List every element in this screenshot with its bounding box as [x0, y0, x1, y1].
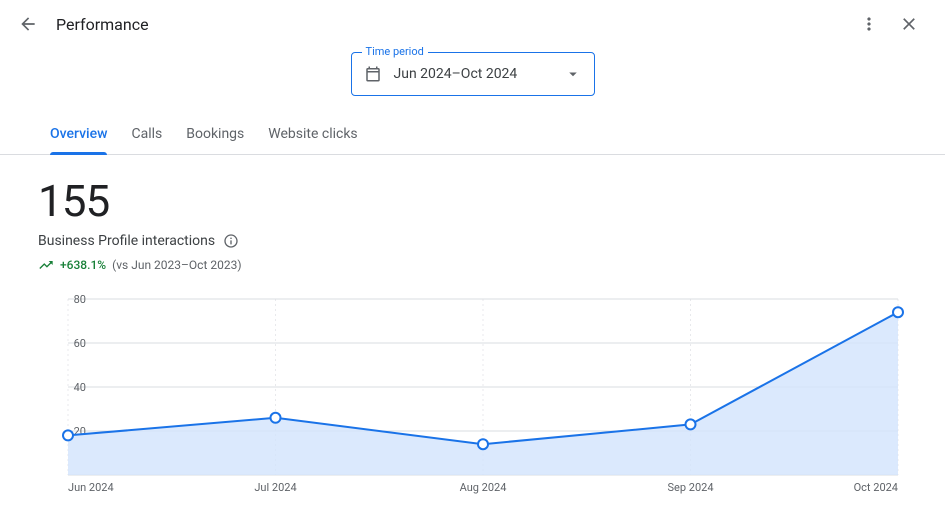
info-icon[interactable]: [223, 233, 239, 249]
svg-text:80: 80: [74, 293, 86, 306]
metric-label: Business Profile interactions: [38, 233, 215, 249]
dropdown-icon: [564, 65, 582, 83]
interactions-chart: 20406080Jun 2024Jul 2024Aug 2024Sep 2024…: [38, 289, 907, 499]
tab-overview[interactable]: Overview: [50, 118, 107, 154]
metric-value: 155: [38, 175, 907, 227]
calendar-icon: [364, 65, 382, 83]
svg-text:Jun 2024: Jun 2024: [68, 481, 114, 494]
svg-text:Oct 2024: Oct 2024: [854, 481, 898, 494]
svg-text:40: 40: [74, 381, 86, 394]
tabs: Overview Calls Bookings Website clicks: [0, 118, 945, 155]
back-arrow-icon[interactable]: [16, 12, 40, 36]
change-compare: (vs Jun 2023–Oct 2023): [112, 258, 241, 272]
tab-calls[interactable]: Calls: [131, 118, 162, 154]
tab-bookings[interactable]: Bookings: [186, 118, 244, 154]
time-period-value: Jun 2024–Oct 2024: [394, 66, 564, 82]
close-icon[interactable]: [889, 4, 929, 44]
time-period-selector[interactable]: Time period Jun 2024–Oct 2024: [351, 52, 595, 96]
change-percent: +638.1%: [60, 258, 106, 272]
svg-text:Jul 2024: Jul 2024: [254, 481, 296, 494]
more-icon[interactable]: [849, 4, 889, 44]
header-bar: Performance: [0, 0, 945, 48]
svg-text:Sep 2024: Sep 2024: [668, 481, 714, 494]
tab-website-clicks[interactable]: Website clicks: [268, 118, 357, 154]
svg-text:Aug 2024: Aug 2024: [460, 481, 507, 494]
time-period-label: Time period: [362, 45, 428, 58]
trend-up-icon: [38, 257, 54, 273]
svg-text:60: 60: [74, 337, 86, 350]
page-title: Performance: [56, 15, 149, 34]
